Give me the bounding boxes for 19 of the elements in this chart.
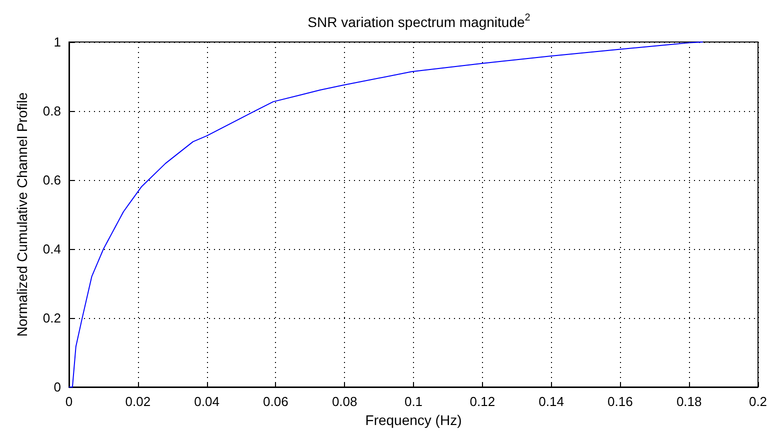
- x-tick-label: 0.08: [332, 394, 358, 409]
- x-tick-label: 0.02: [125, 394, 151, 409]
- x-axis-title: Frequency (Hz): [365, 412, 462, 428]
- x-tick-label: 0.16: [608, 394, 633, 409]
- x-tick-label: 0: [65, 394, 73, 409]
- x-tick-label: 0.18: [676, 394, 702, 409]
- y-tick-label: 0.6: [42, 172, 61, 188]
- y-tick-label: 0: [54, 380, 61, 394]
- x-tick-label: 0.14: [538, 394, 564, 409]
- x-tick-label: 0.2: [748, 394, 768, 409]
- x-tick-label: 0.06: [263, 394, 288, 409]
- y-tick-label: 0.4: [42, 242, 61, 256]
- x-tick-label: 0.12: [470, 394, 496, 409]
- y-tick-label: 0.2: [42, 310, 61, 326]
- y-axis-title: Normalized Cumulative Channel Profile: [14, 92, 30, 337]
- x-tick-label: 0.04: [194, 394, 220, 409]
- x-tick-label: 0.1: [404, 394, 423, 409]
- y-tick-label: 0.8: [42, 104, 61, 118]
- y-tick-label: 1: [54, 34, 61, 50]
